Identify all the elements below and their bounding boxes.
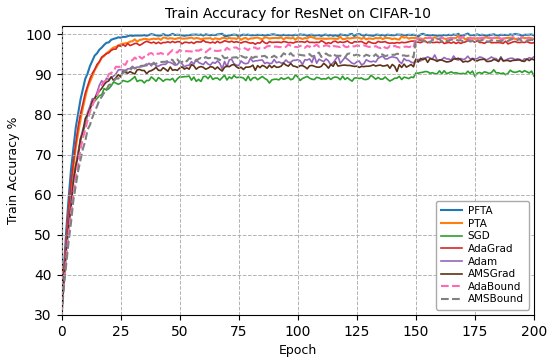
- AMSBound: [516, 37, 523, 41]
- Line: AdaBound: AdaBound: [61, 36, 534, 313]
- AdaGrad: [259, 39, 266, 43]
- PFTA: [60, 266, 67, 271]
- SGD: [490, 68, 497, 72]
- PFTA: [58, 312, 65, 316]
- AMSBound: [531, 38, 537, 42]
- Y-axis label: Train Accuracy %: Train Accuracy %: [7, 117, 20, 224]
- AMSGrad: [257, 66, 263, 70]
- SGD: [314, 75, 320, 79]
- Line: PTA: PTA: [61, 36, 534, 315]
- AMSBound: [101, 91, 107, 95]
- AMSGrad: [101, 82, 107, 87]
- Line: Adam: Adam: [61, 55, 534, 314]
- SGD: [58, 310, 65, 314]
- PTA: [230, 36, 237, 40]
- Adam: [493, 56, 500, 61]
- AdaGrad: [316, 40, 322, 45]
- AdaBound: [60, 282, 67, 287]
- PTA: [455, 33, 461, 38]
- Line: SGD: SGD: [61, 70, 534, 312]
- PTA: [257, 36, 263, 41]
- AMSBound: [490, 39, 497, 43]
- Adam: [101, 83, 107, 87]
- SGD: [101, 86, 107, 91]
- AMSGrad: [490, 57, 497, 62]
- PTA: [58, 313, 65, 317]
- PTA: [60, 273, 67, 278]
- PTA: [314, 36, 320, 41]
- Line: AdaGrad: AdaGrad: [61, 40, 534, 315]
- AdaGrad: [200, 38, 207, 43]
- Adam: [58, 312, 65, 316]
- AMSBound: [230, 55, 237, 60]
- PTA: [531, 37, 537, 41]
- SGD: [230, 74, 237, 78]
- Adam: [432, 53, 438, 57]
- SGD: [493, 71, 500, 75]
- AdaBound: [493, 35, 500, 39]
- AMSGrad: [58, 313, 65, 317]
- PFTA: [464, 31, 471, 36]
- Adam: [230, 62, 237, 66]
- Adam: [257, 58, 263, 62]
- AMSBound: [257, 54, 263, 59]
- AdaGrad: [101, 53, 107, 58]
- AdaGrad: [60, 270, 67, 275]
- AMSBound: [58, 313, 65, 317]
- AdaBound: [314, 43, 320, 47]
- Line: PFTA: PFTA: [61, 33, 534, 314]
- AdaGrad: [531, 40, 537, 45]
- SGD: [60, 276, 67, 280]
- Adam: [531, 55, 537, 59]
- AdaBound: [101, 79, 107, 84]
- AMSGrad: [230, 62, 237, 67]
- Title: Train Accuracy for ResNet on CIFAR-10: Train Accuracy for ResNet on CIFAR-10: [165, 7, 431, 21]
- AMSBound: [60, 284, 67, 288]
- PFTA: [101, 43, 107, 47]
- SGD: [531, 74, 537, 78]
- AdaGrad: [58, 313, 65, 317]
- AMSGrad: [314, 65, 320, 69]
- PFTA: [257, 33, 263, 37]
- Legend: PFTA, PTA, SGD, AdaGrad, Adam, AMSGrad, AdaBound, AMSBound: PFTA, PTA, SGD, AdaGrad, Adam, AMSGrad, …: [436, 201, 529, 309]
- AdaBound: [257, 46, 263, 50]
- AMSGrad: [531, 58, 537, 62]
- Line: AMSGrad: AMSGrad: [61, 58, 534, 315]
- AdaBound: [230, 46, 237, 50]
- AdaGrad: [493, 40, 500, 45]
- PFTA: [531, 33, 537, 37]
- AMSGrad: [60, 277, 67, 281]
- PFTA: [493, 33, 500, 37]
- AMSGrad: [497, 56, 504, 60]
- AdaBound: [58, 311, 65, 315]
- Line: AMSBound: AMSBound: [61, 39, 534, 315]
- AdaBound: [460, 34, 466, 39]
- Adam: [60, 278, 67, 282]
- AMSBound: [314, 52, 320, 56]
- AdaBound: [531, 36, 537, 41]
- PFTA: [314, 33, 320, 37]
- PTA: [101, 54, 107, 58]
- AdaGrad: [233, 39, 240, 44]
- PFTA: [230, 32, 237, 37]
- Adam: [314, 61, 320, 66]
- SGD: [257, 76, 263, 80]
- PTA: [493, 36, 500, 40]
- X-axis label: Epoch: Epoch: [279, 344, 317, 357]
